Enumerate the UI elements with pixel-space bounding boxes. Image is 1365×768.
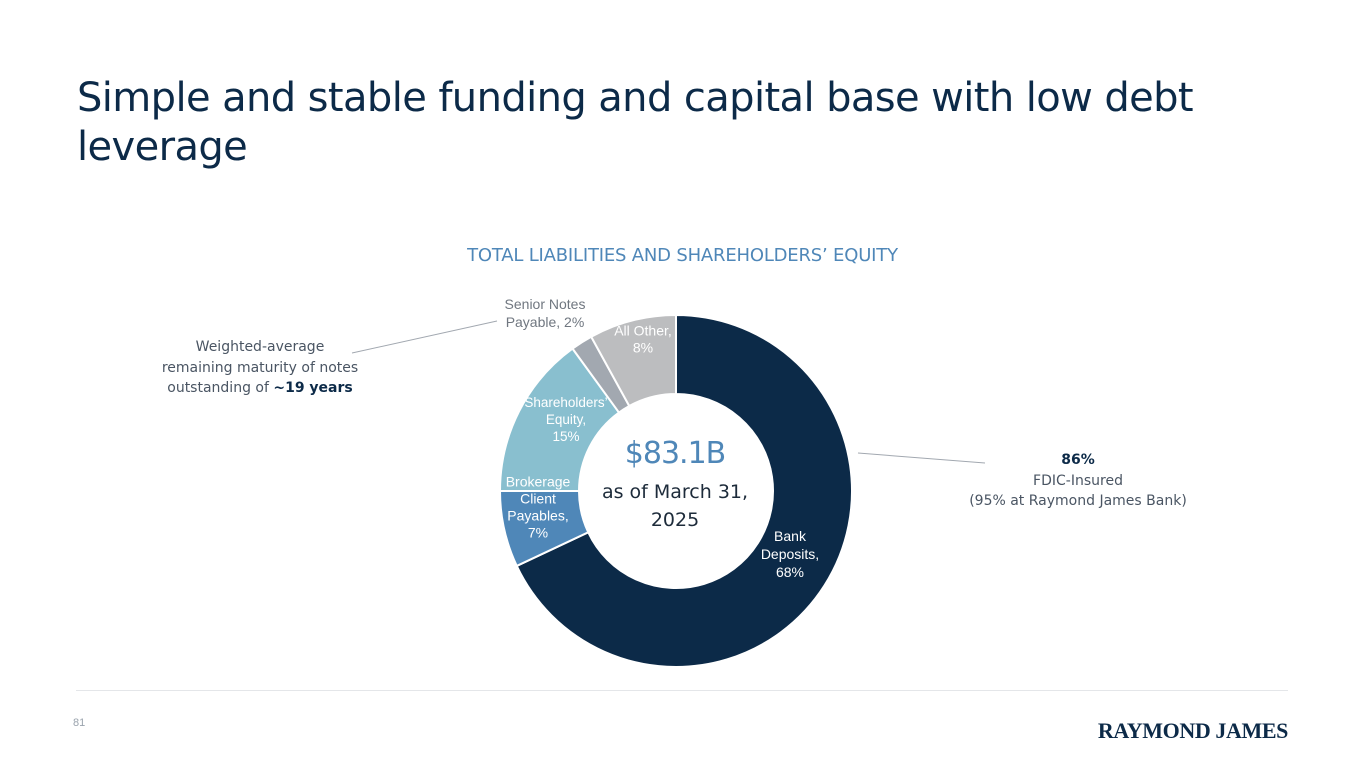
slice-label-senior-notes: Senior Notes Payable, 2% (505, 296, 586, 330)
chart-title: TOTAL LIABILITIES AND SHAREHOLDERS’ EQUI… (467, 245, 898, 266)
leader-line-bank-deposits (857, 452, 986, 464)
maturity-callout-years: ~19 years (273, 380, 353, 396)
fdic-callout-note: (95% at Raymond James Bank) (969, 493, 1187, 509)
page-title: Simple and stable funding and capital ba… (77, 75, 1194, 170)
fdic-callout-label: FDIC-Insured (1033, 472, 1123, 489)
slice-bank-deposits (515, 313, 853, 668)
raymond-james-logo: RAYMOND JAMES (1097, 718, 1289, 743)
fdic-callout: 86% FDIC-Insured (95% at Raymond James B… (948, 450, 1208, 512)
donut-slice-labels: Bank Deposits, 68% Brokerage Client Payables,… (505, 296, 820, 580)
center-subtitle: as of March 31, 2025 (601, 481, 749, 531)
maturity-callout-prefix: outstanding of (167, 380, 274, 396)
maturity-callout: Weighted-average remaining maturity of n… (140, 337, 380, 399)
leader-line-senior-notes (351, 320, 498, 354)
maturity-callout-line1: Weighted-average (195, 339, 325, 355)
slice-label-all-other: All Other, 8% (614, 323, 672, 356)
maturity-callout-line3: outstanding of ~19 years (140, 378, 380, 399)
center-total-value: $83.1B (624, 436, 726, 471)
slice-all-other (589, 313, 677, 408)
maturity-callout-line2: remaining maturity of notes (161, 359, 359, 376)
slice-label-brokerage-client-payables: Brokerage Client Payables, 7% (506, 474, 571, 541)
slice-label-bank-deposits: Bank Deposits, 68% (761, 528, 819, 580)
donut-slices (498, 313, 853, 668)
page-number: 81 (73, 717, 86, 729)
slice-label-shareholders-equity: Shareholders’ Equity, 15% (524, 395, 607, 444)
footer-divider (76, 690, 1288, 691)
fdic-callout-percent: 86% (1061, 452, 1095, 468)
